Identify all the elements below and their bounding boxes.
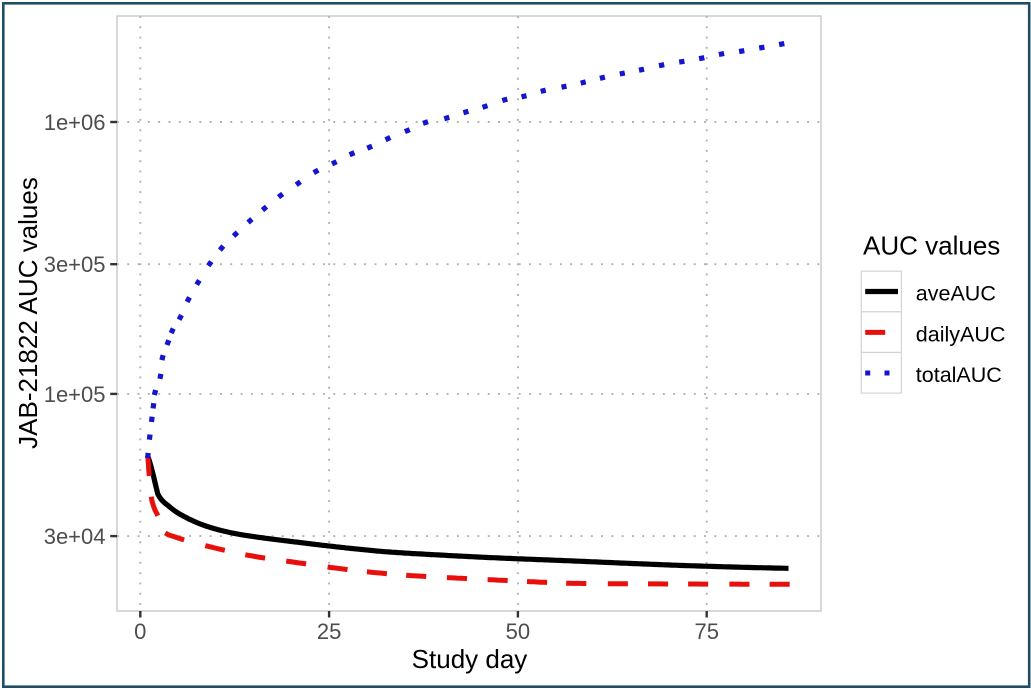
svg-text:totalAUC: totalAUC <box>916 363 1002 387</box>
svg-text:JAB-21822 AUC values: JAB-21822 AUC values <box>13 177 43 449</box>
svg-text:25: 25 <box>317 619 341 644</box>
svg-text:75: 75 <box>694 619 718 644</box>
svg-text:Study day: Study day <box>412 644 528 674</box>
svg-text:dailyAUC: dailyAUC <box>916 322 1006 346</box>
svg-text:aveAUC: aveAUC <box>916 282 996 306</box>
svg-text:0: 0 <box>134 619 146 644</box>
svg-text:1e+06: 1e+06 <box>44 110 106 135</box>
svg-text:50: 50 <box>506 619 530 644</box>
svg-text:AUC values: AUC values <box>863 231 1000 261</box>
svg-text:1e+05: 1e+05 <box>44 382 106 407</box>
svg-text:3e+05: 3e+05 <box>44 252 106 277</box>
svg-text:3e+04: 3e+04 <box>44 524 106 549</box>
